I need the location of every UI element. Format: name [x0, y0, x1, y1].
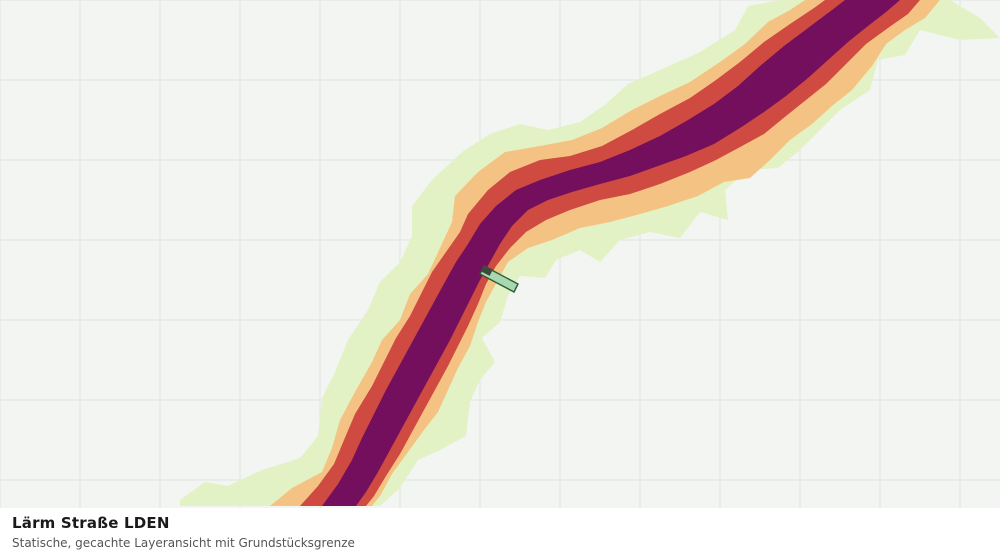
noise-band-mid [300, 0, 920, 506]
property-boundary[interactable] [479, 265, 519, 293]
map-caption: Lärm Straße LDEN Statische, gecachte Lay… [0, 508, 1000, 560]
noise-band-high [322, 0, 900, 506]
layer-title: Lärm Straße LDEN [12, 514, 170, 532]
layer-subtitle: Statische, gecachte Layeransicht mit Gru… [12, 536, 355, 550]
